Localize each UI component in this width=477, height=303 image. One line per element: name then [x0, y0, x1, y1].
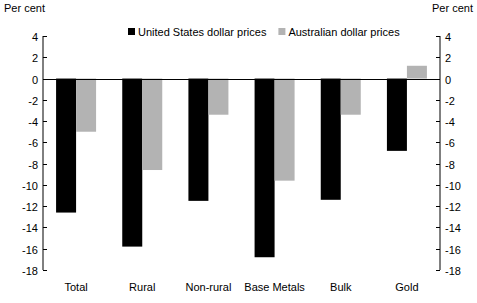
tick-left — [43, 227, 47, 228]
tick-left — [43, 57, 47, 58]
bar — [56, 79, 76, 213]
category-label: Base Metals — [244, 281, 305, 293]
tick-right — [436, 121, 440, 122]
tick-label: -4 — [445, 116, 455, 128]
tick-label: -8 — [28, 159, 38, 171]
chart: -18 -18 -16 -16 -14 -14 -12 -12 -10 -10 -8 -8 -6 -6 -4… — [0, 0, 477, 303]
tick-label: 2 — [32, 52, 38, 64]
bar — [188, 79, 208, 201]
tick-left — [43, 164, 47, 165]
category-label: Bulk — [330, 281, 352, 293]
tick-label: -12 — [22, 201, 38, 213]
bar — [275, 79, 295, 181]
bars — [56, 66, 427, 257]
category-label: Rural — [129, 281, 155, 293]
bar — [142, 79, 162, 170]
tick-label: 0 — [445, 74, 451, 86]
bar — [341, 79, 361, 115]
tick-right — [436, 57, 440, 58]
tick-left — [43, 100, 47, 101]
y-axis-label: Per cent — [4, 2, 45, 14]
bar — [407, 66, 427, 79]
tick-label: -10 — [445, 180, 461, 192]
y-axis-label: Per cent — [432, 2, 473, 14]
tick-label: -6 — [445, 137, 455, 149]
tick-right — [436, 36, 440, 37]
tick-left — [43, 121, 47, 122]
tick-label: -18 — [445, 265, 461, 277]
tick-left — [43, 36, 47, 37]
bar — [76, 79, 96, 132]
tick-right — [436, 227, 440, 228]
tick-label: -12 — [445, 201, 461, 213]
tick-label: -18 — [22, 265, 38, 277]
legend: United States dollar prices Australian do… — [128, 26, 400, 38]
zero-line — [43, 79, 440, 80]
tick-right — [436, 206, 440, 207]
tick-label: 4 — [32, 31, 38, 43]
legend-label: Australian dollar prices — [288, 26, 400, 38]
legend-swatch — [278, 28, 285, 35]
tick-label: -6 — [28, 137, 38, 149]
tick-right — [436, 142, 440, 143]
tick-label: -16 — [445, 244, 461, 256]
tick-label: -2 — [28, 95, 38, 107]
tick-right — [436, 100, 440, 101]
tick-left — [43, 185, 47, 186]
legend-swatch — [128, 28, 135, 35]
tick-label: -4 — [28, 116, 38, 128]
legend-label: United States dollar prices — [138, 26, 267, 38]
tick-right — [436, 185, 440, 186]
tick-label: 2 — [445, 52, 451, 64]
tick-label: -14 — [22, 222, 38, 234]
bar — [122, 79, 142, 247]
y-axis-right — [440, 36, 441, 270]
tick-label: 0 — [32, 74, 38, 86]
tick-right — [436, 249, 440, 250]
tick-left — [43, 270, 47, 271]
tick-label: -14 — [445, 222, 461, 234]
tick-label: -10 — [22, 180, 38, 192]
bar — [208, 79, 228, 115]
tick-label: -16 — [22, 244, 38, 256]
bar — [321, 79, 341, 200]
category-label: Total — [64, 281, 87, 293]
bar — [255, 79, 275, 258]
tick-left — [43, 142, 47, 143]
tick-left — [43, 206, 47, 207]
tick-right — [436, 270, 440, 271]
category-label: Gold — [395, 281, 418, 293]
tick-label: 4 — [445, 31, 451, 43]
y-axis-left — [43, 36, 44, 270]
tick-label: -2 — [445, 95, 455, 107]
bar — [387, 79, 407, 151]
tick-label: -8 — [445, 159, 455, 171]
tick-left — [43, 249, 47, 250]
tick-right — [436, 164, 440, 165]
category-label: Non-rural — [185, 281, 231, 293]
